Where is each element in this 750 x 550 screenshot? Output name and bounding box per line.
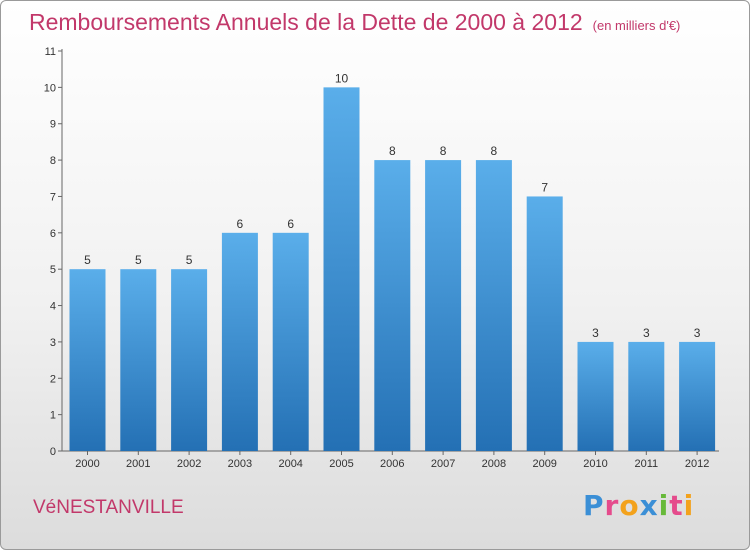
bar-2000: [69, 269, 106, 451]
data-label-2001: 5: [135, 253, 142, 267]
data-label-2008: 8: [491, 144, 498, 158]
data-label-2010: 3: [592, 326, 599, 340]
y-tick-label: 1: [50, 410, 56, 422]
y-tick-label: 6: [50, 228, 56, 240]
data-label-2011: 3: [643, 326, 650, 340]
data-label-2004: 6: [287, 217, 294, 231]
commune-name: VéNESTANVILLE: [33, 497, 184, 518]
y-tick-label: 0: [50, 446, 56, 458]
chart-title-text: Remboursements Annuels de la Dette de 20…: [29, 9, 583, 35]
data-label-2003: 6: [237, 217, 244, 231]
x-tick-label-2001: 2001: [126, 458, 150, 470]
y-tick-label: 9: [50, 119, 56, 131]
bar-2011: [628, 341, 665, 451]
x-tick-label-2004: 2004: [278, 458, 302, 470]
x-tick-label-2012: 2012: [685, 458, 709, 470]
y-tick-label: 8: [50, 155, 56, 167]
bar-2009: [526, 196, 563, 451]
data-label-2002: 5: [186, 253, 193, 267]
bar-2012: [679, 341, 716, 451]
y-tick-label: 11: [45, 46, 56, 58]
data-label-2007: 8: [440, 144, 447, 158]
y-tick-label: 5: [50, 264, 56, 276]
bar-2003: [221, 232, 258, 451]
data-label-2000: 5: [84, 253, 91, 267]
bar-2006: [374, 160, 411, 451]
y-tick-label: 3: [50, 337, 56, 349]
x-tick-label-2005: 2005: [329, 458, 353, 470]
bar-2005: [323, 87, 360, 451]
y-tick-label: 7: [50, 191, 56, 203]
chart-bars: [69, 87, 716, 451]
x-tick-label-2008: 2008: [482, 458, 506, 470]
data-label-2012: 3: [694, 326, 701, 340]
x-tick-label-2002: 2002: [177, 458, 201, 470]
x-tick-label-2007: 2007: [431, 458, 455, 470]
bar-2001: [120, 269, 157, 451]
y-tick-label: 10: [44, 82, 56, 94]
proxiti-logo[interactable]: Proxiti: [583, 489, 695, 522]
bar-2010: [577, 341, 614, 451]
x-tick-label-2000: 2000: [75, 458, 99, 470]
x-tick-label-2010: 2010: [583, 458, 607, 470]
chart-title: Remboursements Annuels de la Dette de 20…: [29, 9, 680, 36]
x-tick-label-2006: 2006: [380, 458, 404, 470]
x-tick-label-2009: 2009: [532, 458, 556, 470]
data-label-2005: 10: [335, 71, 349, 85]
bar-2007: [425, 160, 462, 451]
y-tick-label: 2: [50, 373, 56, 385]
chart-data-labels: 5 2000 5 2001 5 2002 6 2003 6 2004 10 2005 8 2006 8 200…: [75, 71, 709, 470]
y-tick-label: 4: [50, 301, 56, 313]
data-label-2006: 8: [389, 144, 396, 158]
bar-2002: [171, 269, 208, 451]
chart-unit: (en milliers d'€): [592, 18, 681, 33]
bar-2004: [272, 232, 309, 451]
bar-2008: [475, 160, 512, 451]
x-tick-label-2003: 2003: [228, 458, 252, 470]
x-tick-label-2011: 2011: [634, 458, 658, 470]
data-label-2009: 7: [541, 180, 548, 194]
